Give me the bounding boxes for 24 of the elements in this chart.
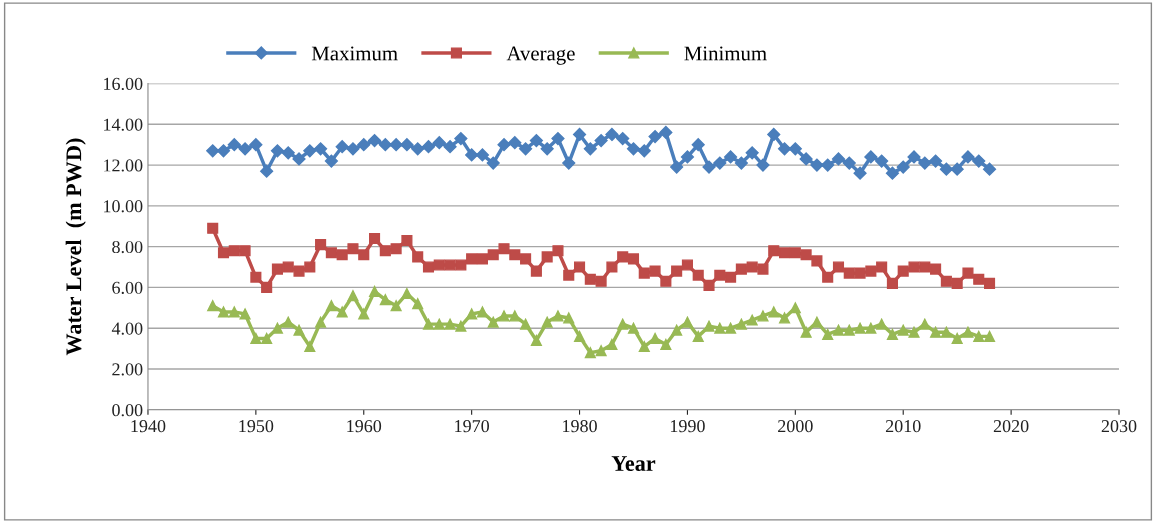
x-tick-label: 1950 [239,420,274,433]
y-tick-label: 14.00 [104,118,143,131]
x-tick-label: 1980 [563,420,597,433]
x-axis-title: Year [611,456,656,471]
legend-label: Maximum [311,46,398,61]
x-tick-label: 2020 [993,420,1029,433]
x-tick-label: 1970 [455,420,490,433]
y-tick-label: 16.00 [104,77,143,91]
y-tick-label: 8.00 [112,240,143,254]
y-tick-label: 4.00 [111,322,143,335]
y-tick-label: 10.00 [104,200,143,213]
x-tick-label: 1990 [670,420,705,433]
y-tick-label: 0.00 [112,404,143,417]
y-tick-label: 2.00 [112,363,143,376]
y-tick-label: 6.00 [112,281,143,294]
y-axis-title: Water Level (m PWD) [65,138,86,356]
legend-label: Average [506,46,575,65]
x-tick-label: 2010 [885,420,921,433]
y-tick-label: 12.00 [104,159,143,172]
x-tick-label: 2030 [1101,420,1137,433]
x-tick-label: 1940 [131,420,166,433]
legend-label: Minimum [684,46,767,61]
x-tick-label: 1960 [347,420,382,433]
x-tick-label: 2000 [778,420,813,433]
